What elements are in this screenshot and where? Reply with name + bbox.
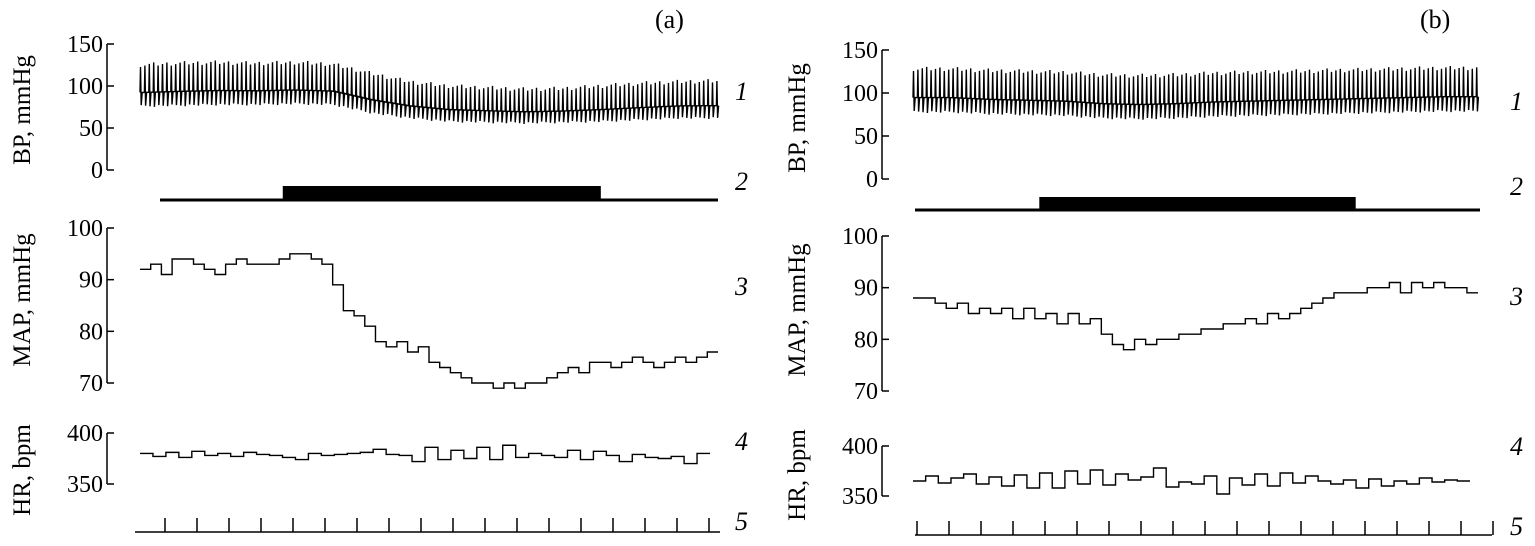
bp-tick-label: 0 bbox=[866, 167, 878, 193]
map-tick-label: 90 bbox=[79, 268, 103, 294]
map-tick-label: 100 bbox=[67, 216, 103, 242]
map-tick-label: 70 bbox=[79, 371, 103, 397]
bp-tick-label: 150 bbox=[67, 32, 103, 58]
map-tick-label: 80 bbox=[854, 327, 878, 353]
map-tick-label: 100 bbox=[842, 224, 878, 250]
hr-axis-title: HR, bpm bbox=[784, 429, 811, 521]
stimulus-bar bbox=[282, 186, 601, 201]
map-tick-label: 80 bbox=[79, 319, 103, 345]
trace-number-label: 5 bbox=[1510, 512, 1523, 541]
bp-tick-label: 150 bbox=[842, 38, 878, 64]
map-axis-title: MAP, mmHg bbox=[9, 233, 36, 367]
trace-number-label: 3 bbox=[734, 272, 748, 301]
bp-tick-label: 100 bbox=[842, 81, 878, 107]
hr-axis-title: HR, bpm bbox=[9, 424, 36, 516]
trace-number-label: 5 bbox=[735, 507, 748, 536]
trace-number-label: 1 bbox=[735, 77, 748, 106]
map-trace bbox=[140, 253, 718, 389]
panel-label: (b) bbox=[1420, 5, 1450, 34]
bp-tick-label: 50 bbox=[79, 116, 103, 142]
bp-tick-label: 100 bbox=[67, 74, 103, 100]
bp-axis-title: BP, mmHg bbox=[784, 63, 811, 173]
bp-trace bbox=[139, 60, 720, 124]
map-tick-label: 70 bbox=[854, 379, 878, 405]
hr-tick-label: 400 bbox=[67, 421, 103, 447]
trace-number-label: 4 bbox=[1510, 432, 1523, 461]
panel-label: (a) bbox=[655, 5, 684, 34]
bp-tick-label: 0 bbox=[91, 158, 103, 184]
trace-number-label: 1 bbox=[1510, 87, 1523, 116]
hr-tick-label: 350 bbox=[842, 484, 878, 510]
hr-tick-label: 350 bbox=[67, 472, 103, 498]
bp-trace bbox=[912, 65, 1480, 120]
trace-number-label: 2 bbox=[735, 167, 748, 196]
map-axis-title: MAP, mmHg bbox=[784, 243, 811, 377]
stimulus-bar bbox=[1039, 197, 1356, 211]
bp-axis-title: BP, mmHg bbox=[9, 55, 36, 165]
trace-number-label: 3 bbox=[1509, 282, 1523, 311]
bp-tick-label: 50 bbox=[854, 124, 878, 150]
map-trace bbox=[913, 281, 1478, 351]
hr-trace bbox=[913, 467, 1470, 495]
hr-trace bbox=[140, 444, 710, 465]
trace-number-label: 4 bbox=[735, 427, 748, 456]
trace-number-label: 2 bbox=[1510, 172, 1523, 201]
hr-tick-label: 400 bbox=[842, 434, 878, 460]
map-tick-label: 90 bbox=[854, 276, 878, 302]
